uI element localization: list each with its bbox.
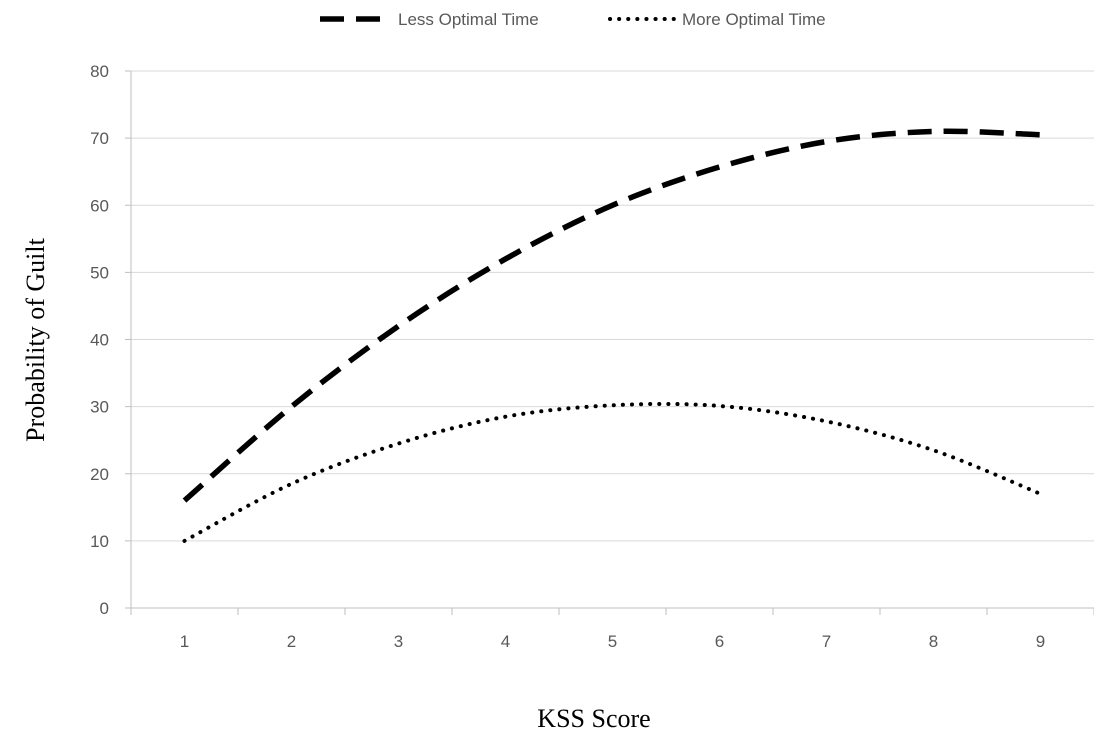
legend-label: More Optimal Time <box>682 10 826 29</box>
y-tick-label: 20 <box>90 465 109 484</box>
y-tick-label: 0 <box>100 599 109 618</box>
y-axis-title: Probability of Guilt <box>21 237 50 441</box>
y-tick-label: 50 <box>90 263 109 282</box>
series-lines <box>182 128 1043 543</box>
y-tick-label: 80 <box>90 62 109 81</box>
legend-item-1: Less Optimal Time <box>320 10 539 29</box>
legend-label: Less Optimal Time <box>398 10 539 29</box>
x-tick-label: 1 <box>180 632 189 651</box>
x-axis: 1 2 3 4 5 6 7 8 9 <box>130 607 1094 651</box>
y-tick-label: 70 <box>90 129 109 148</box>
series-line-2 <box>182 401 1043 543</box>
legend: Less Optimal Time More Optimal Time <box>320 10 826 29</box>
x-tick-label: 5 <box>608 632 617 651</box>
x-tick-label: 8 <box>929 632 938 651</box>
series-line-1 <box>182 128 1041 503</box>
x-axis-title: KSS Score <box>537 704 650 733</box>
y-axis: 0 10 20 30 40 50 60 70 80 <box>90 62 132 618</box>
legend-item-2: More Optimal Time <box>608 10 826 29</box>
gridlines <box>131 70 1094 542</box>
x-tick-label: 7 <box>822 632 831 651</box>
x-tick-label: 6 <box>715 632 724 651</box>
x-tick-label: 4 <box>501 632 510 651</box>
y-tick-label: 10 <box>90 532 109 551</box>
y-tick-label: 60 <box>90 196 109 215</box>
y-tick-label: 40 <box>90 331 109 350</box>
x-tick-label: 3 <box>394 632 403 651</box>
x-tick-label: 9 <box>1036 632 1045 651</box>
x-tick-label: 2 <box>287 632 296 651</box>
y-tick-label: 30 <box>90 398 109 417</box>
